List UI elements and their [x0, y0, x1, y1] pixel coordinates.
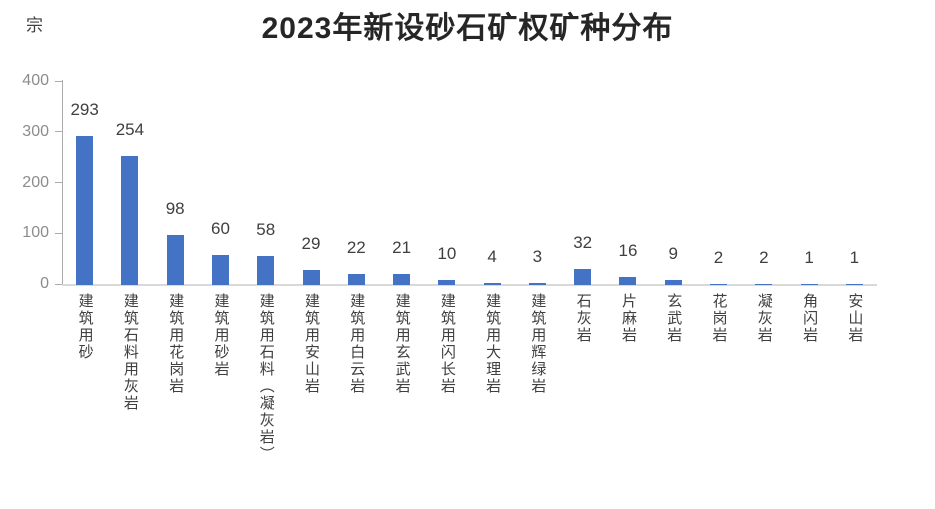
x-axis-baseline: [62, 284, 877, 286]
bar-value-label: 1: [804, 248, 814, 267]
bar-value-label: 22: [346, 237, 366, 257]
bar-value-label: 2: [759, 247, 769, 267]
y-tick: [55, 182, 62, 183]
category-label: 安山岩: [846, 293, 864, 344]
bar: [845, 284, 863, 285]
bar: [76, 136, 94, 285]
bar: [166, 235, 184, 285]
bar: [257, 255, 275, 285]
bar: [528, 283, 546, 285]
bar-value-label: 98: [165, 199, 185, 219]
category-label: 建筑用砂: [76, 293, 94, 361]
chart-title: 2023年新设砂石矿权矿种分布: [261, 12, 674, 45]
bar: [438, 279, 456, 285]
bar-value-label: 58: [256, 219, 276, 239]
bar-value-label: 4: [487, 246, 497, 266]
category-label: 石灰岩: [574, 293, 592, 344]
bar: [574, 268, 592, 285]
y-tick: [55, 283, 62, 285]
bar-value-label: 60: [211, 218, 230, 238]
bar-value-label: 3: [532, 247, 543, 267]
y-tick: [55, 80, 62, 82]
bar: [800, 284, 818, 285]
bar-value-label: 32: [573, 232, 593, 252]
bar: [710, 283, 728, 285]
bar: [211, 254, 229, 285]
category-label: 建筑用闪长岩: [438, 293, 456, 395]
y-tick: [55, 232, 62, 234]
category-label: 建筑用白云岩: [348, 293, 366, 395]
category-label: 建筑用辉绿岩: [529, 293, 547, 395]
category-label: 建筑用大理岩: [484, 293, 502, 395]
category-label: 建筑用石料（凝灰岩）: [257, 293, 275, 463]
y-tick-label: 400: [22, 72, 49, 89]
bar: [619, 276, 637, 285]
category-label: 建筑用安山岩: [303, 293, 321, 395]
bar: [664, 280, 682, 285]
bar-value-label: 16: [618, 240, 638, 260]
bar-value-label: 21: [392, 238, 412, 258]
bar-value-label: 1: [849, 248, 860, 267]
category-label: 角闪岩: [801, 293, 819, 344]
y-tick-label: 200: [22, 173, 49, 191]
bar: [393, 274, 411, 285]
bar-value-label: 293: [70, 100, 99, 120]
bar-value-label: 10: [437, 243, 457, 263]
bar: [755, 283, 773, 285]
bar: [121, 156, 139, 285]
category-label: 建筑用砂岩: [212, 293, 230, 378]
category-label: 凝灰岩: [755, 293, 773, 344]
bar-value-label: 29: [301, 234, 321, 254]
category-label: 建筑用玄武岩: [393, 293, 411, 395]
y-tick-label: 300: [22, 122, 49, 140]
category-label: 花岗岩: [710, 293, 728, 344]
bar: [483, 282, 501, 285]
y-tick-label: 0: [40, 275, 49, 292]
category-label: 玄武岩: [665, 293, 683, 344]
y-tick: [55, 131, 62, 133]
bar-value-label: 9: [668, 244, 678, 264]
category-label: 建筑用花岗岩: [167, 293, 185, 395]
y-axis-line: [62, 80, 63, 285]
category-label: 片麻岩: [619, 293, 637, 344]
category-label: 建筑石料用灰岩: [121, 293, 139, 412]
bar-value-label: 2: [713, 247, 724, 267]
bar: [302, 270, 320, 285]
bar: [347, 273, 365, 285]
bar-value-label: 254: [115, 120, 145, 140]
y-axis-unit-label: 宗: [26, 16, 43, 35]
y-tick-label: 100: [22, 224, 49, 242]
